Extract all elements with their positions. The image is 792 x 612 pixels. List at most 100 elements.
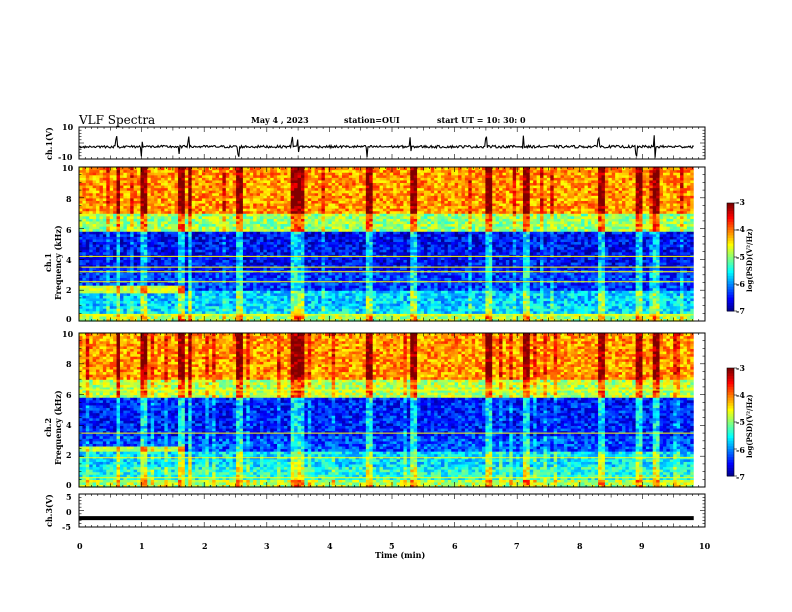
spectrogram-cell	[85, 202, 90, 207]
spectrogram-cell	[79, 195, 84, 199]
spectrogram-cell	[96, 238, 101, 243]
spectrogram-cell	[143, 315, 148, 320]
spectrogram-cell	[89, 285, 94, 289]
chart-title: VLF Spectra	[79, 114, 155, 126]
spectrogram-cell	[157, 310, 162, 314]
spectrogram-cell	[92, 287, 97, 291]
spectrogram-cell	[123, 282, 128, 286]
spectrogram-cell	[133, 236, 138, 240]
spectrogram-cell	[119, 205, 124, 209]
spectrogram-cell	[174, 305, 179, 309]
spectrogram-cell	[147, 174, 152, 178]
spectrogram-cell	[171, 236, 176, 240]
spectrogram-cell	[174, 202, 179, 207]
spectrogram-cell	[119, 272, 124, 276]
spectrogram-cell	[126, 200, 131, 204]
spectrogram-cell	[113, 233, 118, 237]
spectrogram-cell	[82, 220, 87, 225]
spectrogram-cell	[106, 167, 111, 171]
spectrogram-cell	[89, 282, 94, 286]
spectrogram-cell	[150, 297, 155, 302]
spectrogram-cell	[143, 192, 148, 196]
spectrogram-cell	[137, 182, 142, 186]
spectrogram-cell	[130, 177, 135, 181]
spectrogram-cell	[150, 228, 155, 232]
spectrogram-cell	[116, 223, 121, 227]
spectrogram-cell	[109, 272, 114, 276]
spectrogram-cell	[79, 300, 84, 304]
spectrogram-cell	[116, 264, 121, 268]
spectrogram-cell	[147, 238, 152, 243]
spectrogram-cell	[82, 287, 87, 291]
spectrogram-cell	[106, 187, 111, 191]
spectrogram-cell	[143, 187, 148, 191]
spectrogram-cell	[96, 179, 101, 183]
spectrogram-cell	[85, 300, 90, 304]
spectrogram-cell	[89, 231, 94, 235]
spectrogram-cell	[171, 231, 176, 235]
spectrogram-cell	[119, 177, 124, 181]
spectrogram-cell	[154, 223, 159, 227]
spectrogram-cell	[109, 228, 114, 232]
spectrogram-cell	[140, 264, 145, 268]
spectrogram-cell	[106, 297, 111, 302]
spectrogram-cell	[92, 274, 97, 278]
spectrogram-cell	[109, 215, 114, 219]
spectrogram-cell	[140, 195, 145, 199]
spectrogram-cell	[178, 215, 183, 219]
spectrogram-cell	[92, 277, 97, 281]
spectrogram-cell	[109, 192, 114, 196]
spectrogram-cell	[82, 236, 87, 240]
spectrogram-cell	[147, 167, 152, 171]
spectrogram-cell	[92, 174, 97, 178]
spectrogram-cell	[82, 305, 87, 309]
spectrogram-cell	[123, 202, 128, 207]
spectrogram-cell	[123, 277, 128, 281]
spectrogram-cell	[106, 282, 111, 286]
spectrogram-cell	[79, 277, 84, 281]
spectrogram-cell	[164, 205, 169, 209]
spectrogram-cell	[143, 205, 148, 209]
spectrogram-cell	[102, 205, 107, 209]
spectrogram-cell	[116, 182, 121, 186]
spectrogram-cell	[167, 256, 172, 260]
spectrogram-cell	[167, 169, 172, 173]
spectrogram-cell	[106, 318, 111, 322]
spectrogram-cell	[171, 226, 176, 230]
spectrogram-cell	[167, 249, 172, 253]
spectrogram-cell	[167, 177, 172, 181]
spectrogram-cell	[123, 236, 128, 240]
spectrogram-cell	[123, 233, 128, 237]
spectrogram-cell	[99, 223, 104, 227]
spectrogram-cell	[143, 300, 148, 304]
spectrogram-cell	[96, 295, 101, 299]
spectrogram-cell	[82, 264, 87, 268]
spectrogram-cell	[123, 305, 128, 309]
spectrogram-cell	[178, 244, 183, 248]
spectrogram-cell	[147, 308, 152, 312]
spectrogram-cell	[154, 295, 159, 299]
spectrogram-cell	[113, 213, 118, 217]
spectrogram-cell	[164, 172, 169, 176]
spectrogram-cell	[171, 177, 176, 181]
spectrogram-cell	[160, 202, 165, 207]
spectrogram-cell	[119, 259, 124, 263]
spectrogram-cell	[143, 202, 148, 207]
spectrogram-cell	[126, 220, 131, 225]
spectrogram-cell	[147, 200, 152, 204]
spectrogram-cell	[167, 274, 172, 278]
spectrogram-cell	[178, 282, 183, 286]
spectrogram-cell	[113, 223, 118, 227]
spectrogram-cell	[113, 310, 118, 314]
spectrogram-cell	[126, 210, 131, 214]
spectrogram-cell	[178, 205, 183, 209]
spectrogram-cell	[113, 267, 118, 271]
spectrogram-cell	[116, 272, 121, 276]
spectrogram-cell	[79, 205, 84, 209]
spectrogram-cell	[89, 274, 94, 278]
spectrogram-cell	[174, 167, 179, 171]
spectrogram-cell	[123, 223, 128, 227]
spectrogram-cell	[137, 272, 142, 276]
spectrogram-cell	[167, 167, 172, 171]
cbar1-tick-m7: -7	[736, 307, 745, 315]
